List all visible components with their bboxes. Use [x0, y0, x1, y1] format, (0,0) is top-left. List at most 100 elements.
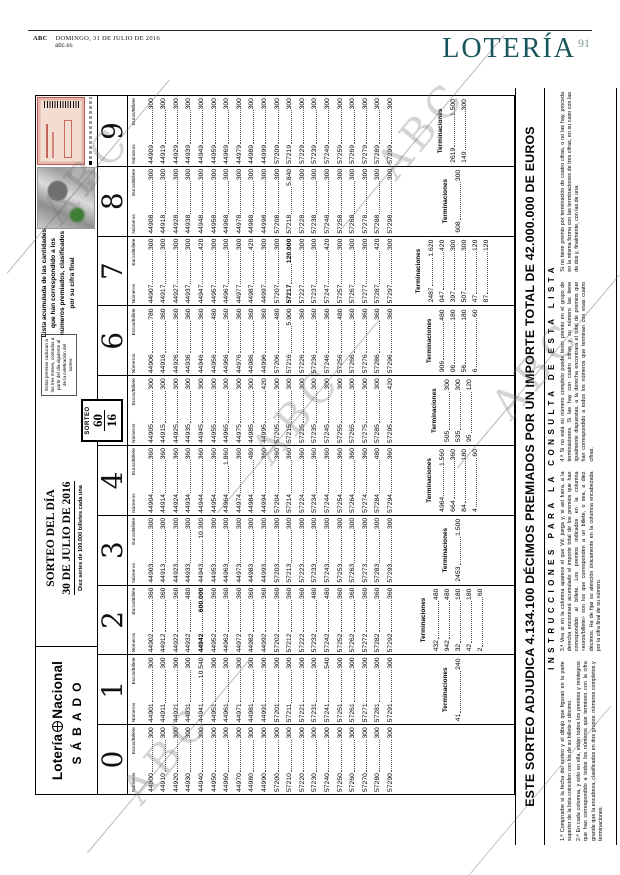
euros-label: Euros/Billete [132, 308, 137, 336]
prize-entry: 57267 300 [349, 238, 357, 304]
prize-entry: 57283 300 [374, 517, 382, 583]
prize-entry: 57289 300 [374, 98, 382, 164]
newspaper-brand: ABC [33, 35, 48, 42]
prize-entry: 57237 300 [311, 238, 319, 304]
column-digit-header: 4 [96, 446, 129, 515]
prize-entry: 57231 300 [311, 657, 319, 723]
prize-entry: 57210 300 [286, 727, 294, 792]
prize-total-headline: ESTE SORTEO ADJUDICA 4.134.100 DÉCIMOS P… [515, 88, 545, 845]
prize-entry: 44963 300 [223, 517, 231, 583]
terminaciones-block: Terminaciones 505 300 535 300 95 120 [394, 376, 514, 445]
prize-entry: 44984 480 [248, 448, 256, 513]
terminacion-entry: 906 480 [438, 309, 446, 373]
prize-entry: 44982 360 [248, 587, 256, 653]
terminaciones-block [394, 725, 514, 794]
column-labels: Números Euros/Billete [128, 237, 141, 306]
prize-entry: 44927 300 [172, 238, 180, 304]
prize-entry: 57293 300 [386, 517, 394, 583]
prize-entry: 57277 300 [361, 238, 369, 304]
prize-entry: 57221 300 [298, 657, 306, 723]
lottery-column-9: 9 Números Euros/Billete 44909 300 44919 300 449… [96, 96, 514, 166]
lottery-ticket-image [37, 97, 85, 165]
lottery-column-5: 5NúmerosEuros/Billete4490530044915300449… [96, 375, 514, 446]
prize-entry: 57258 300 [336, 168, 344, 234]
terminacion-entry: 2453 1.500 [455, 518, 462, 582]
terminaciones-header: Terminaciones [420, 597, 427, 643]
terminaciones-block: Terminaciones 41 240 [394, 655, 514, 724]
prize-entry: 44978 300 [235, 168, 243, 234]
prize-entry: 44989 300 [248, 98, 256, 164]
prize-entry: 57296 360 [386, 308, 394, 374]
prize-entry: 57233 300 [311, 517, 319, 583]
draw-title-block: SORTEO DEL DÍA 30 DE JULIO DE 2016 Diez … [45, 474, 84, 602]
prize-entry: 57253 300 [336, 517, 344, 583]
lottery-column-6: 6 Números Euros/Billete 44906 780 44916 360 449… [96, 305, 514, 376]
prize-entry: 44968 300 [223, 168, 231, 234]
column-labels: Números Euros/Billete [128, 586, 141, 655]
prize-entry: 57208 300 [273, 168, 281, 234]
ticket-images [37, 95, 96, 229]
prize-entry: 44967 300 [223, 238, 231, 304]
prize-entry: 44965 300 [223, 378, 231, 444]
prize-entry: 44983 300 [248, 517, 256, 583]
prize-entry: 57205 300 [273, 378, 281, 444]
prize-entries: 44905 300 44915 300 44925 300 44935 300 44945 300… [141, 376, 394, 445]
prize-entry: 44990 300 [260, 727, 268, 792]
prize-entry: 44954 360 [210, 448, 218, 513]
series-note: Diez series de 100.000 billetes cada una [78, 485, 84, 591]
terminacion-entry: 4964 1.560 [438, 449, 446, 512]
prize-entry: 57243 300 [323, 517, 331, 583]
prize-entry: 44972 360 [235, 587, 243, 653]
sorteo-number: 60 [90, 410, 105, 431]
prize-entries: 44900 300 44910 300 44920 300 44930 300 44940 300… [141, 725, 394, 794]
column-labels: Números Euros/Billete [128, 446, 141, 515]
prize-entry: 44920 300 [172, 727, 180, 792]
prize-entry: 57275 300 [361, 378, 369, 444]
terminacion-entry: 47 120 [471, 239, 479, 303]
terminaciones-block: Terminaciones 608 300 [394, 167, 514, 236]
terminacion-entry: 397 300 [449, 239, 457, 303]
terminacion-entry: 06 180 [449, 309, 457, 373]
terminacion-entry: 42 180 [466, 588, 473, 652]
prize-entry: 44951 300 [210, 657, 218, 723]
prize-entry: 57236 360 [311, 308, 319, 374]
lottery-column-0: 0 Números Euros/Billete 44900 300 44910 300 449… [96, 724, 514, 794]
prize-entry: 44908 300 [147, 168, 155, 234]
lottery-column-3: 3 Números Euros/Billete 44903 300 44913 300 449… [96, 514, 514, 585]
prize-entry: 57238 300 [311, 168, 319, 234]
section-title: LOTERÍA [442, 33, 576, 64]
numbers-label: Números [132, 772, 137, 792]
prize-entry: 57288 300 [374, 168, 382, 234]
column-labels: Números Euros/Billete [128, 516, 141, 585]
prize-entry: 44930 300 [185, 727, 193, 792]
instruction-note: 4.ª Si no está su número completo puede … [560, 281, 595, 462]
instruction-note: 3.ª Vea si en la columna aparece el que … [560, 471, 602, 652]
prize-entry: 57265 300 [349, 378, 357, 444]
prize-entry: 44903 300 [147, 517, 155, 583]
prize-entry: 44945 300 [197, 378, 205, 444]
prize-entry: 44912 360 [160, 587, 168, 653]
column-digit-header: 8 [96, 166, 129, 236]
prize-entry: 57223 300 [298, 517, 306, 583]
prize-entry: 57264 360 [349, 448, 357, 513]
prize-entry: 44959 300 [210, 98, 218, 164]
euros-label: Euros/Billete [132, 657, 137, 685]
prize-entry: 44992 360 [260, 587, 268, 653]
column-labels: Números Euros/Billete [128, 306, 141, 375]
prize-entry: 44994 360 [260, 448, 268, 513]
numbers-label: Números [132, 563, 137, 583]
barcode [43, 101, 79, 108]
prize-entry: 44948 300 [197, 168, 205, 234]
prize-entry: 44907 300 [147, 238, 155, 304]
prize-entry: 57207 300 [273, 238, 281, 304]
prize-entry: 44993 300 [260, 517, 268, 583]
prize-entry: 44980 300 [248, 727, 256, 792]
prize-entry: 57247 420 [323, 238, 331, 304]
terminacion-entry: 2487 1.620 [427, 239, 435, 303]
prize-entry: 57201 300 [273, 657, 281, 723]
prize-entry: 44900 300 [147, 727, 155, 792]
table-header-strip: Lotería Nacional SÁBADO SORTEO DEL DÍA 3… [36, 95, 123, 794]
prize-entry: 57259 300 [336, 98, 344, 164]
prize-entry: 44902 360 [147, 587, 155, 653]
prize-entry: 57212 360 [286, 587, 294, 653]
